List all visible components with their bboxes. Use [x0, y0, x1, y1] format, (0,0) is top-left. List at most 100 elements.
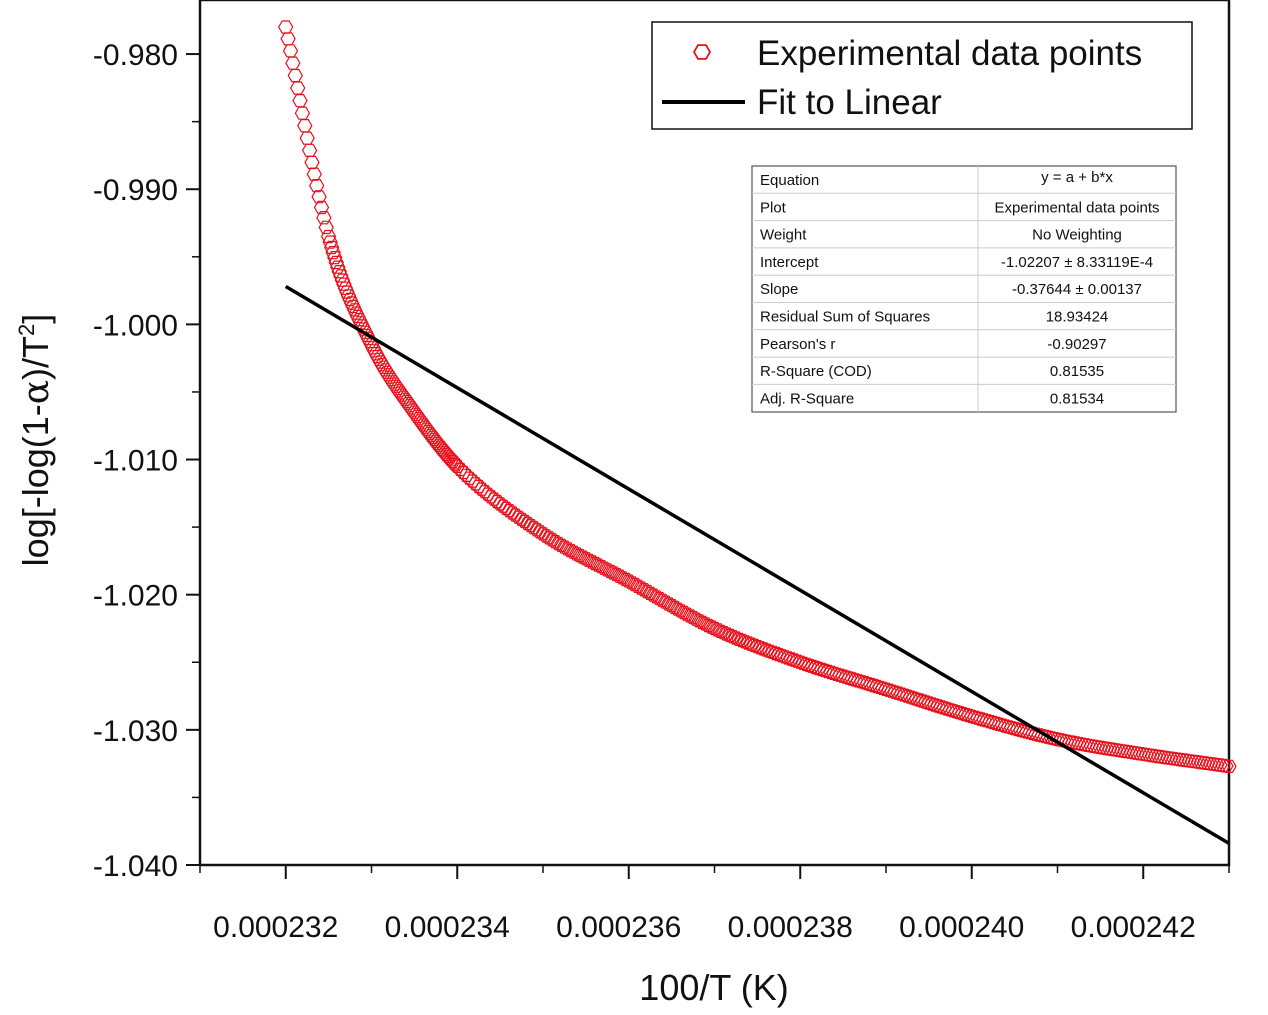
data-point — [544, 533, 560, 547]
scatter-series — [278, 20, 1237, 774]
y-tick-label: -0.990 — [93, 174, 178, 207]
data-point — [322, 235, 338, 249]
data-point — [376, 360, 392, 374]
data-point — [660, 597, 677, 611]
data-point — [489, 494, 505, 509]
data-point — [550, 536, 566, 551]
stats-label: Adj. R-Square — [760, 390, 854, 407]
data-point — [667, 600, 683, 615]
data-point — [1025, 726, 1041, 741]
data-point — [438, 447, 455, 462]
data-point — [431, 438, 447, 452]
data-point — [663, 598, 680, 613]
data-point — [1037, 729, 1053, 744]
data-point — [654, 593, 671, 608]
stats-label: Residual Sum of Squares — [760, 309, 930, 326]
data-point — [651, 591, 668, 606]
data-point — [1006, 721, 1023, 736]
data-point — [645, 588, 661, 602]
data-point — [547, 534, 563, 549]
stats-table: Equation y = a + b*x Plot Experimental data… — [751, 165, 1177, 413]
data-point — [342, 292, 358, 307]
stats-value: -1.02207 ± 8.33119E-4 — [1001, 254, 1153, 271]
legend: Experimental data points Fit to Linear — [651, 21, 1193, 130]
data-point — [343, 296, 360, 310]
data-point — [429, 436, 445, 450]
data-point — [532, 525, 548, 539]
stats-label: Pearson's r — [760, 336, 835, 353]
legend-label-experimental: Experimental data points — [757, 34, 1142, 73]
data-point — [621, 574, 637, 588]
data-point — [297, 118, 313, 133]
data-point — [526, 520, 542, 535]
data-point — [624, 576, 640, 590]
data-point — [345, 299, 361, 314]
data-point — [304, 155, 320, 170]
data-point — [316, 211, 332, 225]
x-tick-label: 0.000234 — [385, 911, 510, 944]
data-point — [371, 352, 387, 366]
data-point — [1000, 720, 1017, 734]
data-point — [498, 501, 514, 516]
data-point — [313, 200, 330, 215]
stats-value: y = a + b*x — [1041, 169, 1113, 186]
data-point — [340, 289, 357, 303]
x-axis: 0.000232 0.000234 0.000236 0.000238 0.000240… — [199, 865, 1230, 944]
stats-value: Experimental data points — [994, 199, 1159, 216]
data-point — [1046, 731, 1063, 746]
data-point — [292, 93, 308, 108]
data-point — [614, 571, 631, 585]
data-point — [495, 499, 511, 513]
data-point — [325, 246, 341, 260]
data-point — [437, 446, 453, 460]
data-point — [486, 492, 502, 506]
data-point — [673, 604, 689, 618]
data-point — [290, 81, 306, 95]
data-point — [301, 143, 318, 157]
data-point — [627, 577, 643, 592]
data-point — [541, 531, 557, 545]
data-point — [516, 514, 533, 529]
data-point — [538, 529, 554, 543]
y-tick-label: -1.000 — [93, 309, 178, 342]
stats-value: 18.93424 — [1046, 309, 1109, 326]
data-point — [434, 442, 450, 456]
data-point — [510, 510, 527, 524]
data-point — [374, 358, 390, 372]
data-point — [501, 504, 517, 518]
fit-line-series — [284, 285, 1230, 845]
x-tick-label: 0.000238 — [728, 911, 853, 944]
data-point — [1034, 729, 1050, 743]
data-point — [328, 255, 344, 270]
stats-value: 0.81535 — [1050, 363, 1104, 380]
data-point — [1221, 759, 1237, 774]
data-point — [648, 590, 664, 604]
stats-label: Slope — [760, 281, 798, 298]
stats-table-border — [751, 165, 1177, 413]
data-point — [445, 454, 461, 469]
y-tick-label: -0.980 — [93, 39, 178, 72]
data-point — [507, 508, 524, 522]
y-axis: -0.980 -0.990 -1.000 -1.010 -1.020 -1.030 -1.0… — [93, 39, 200, 883]
data-point — [636, 583, 652, 597]
legend-marker-experimental — [692, 44, 712, 60]
data-point — [309, 179, 325, 193]
stats-label: Plot — [760, 199, 787, 216]
data-point — [369, 349, 386, 364]
data-point — [1028, 727, 1044, 741]
data-point — [559, 542, 576, 556]
y-axis-title: log[-log(1-α)/T2] — [14, 314, 57, 567]
data-point — [630, 579, 646, 594]
data-point — [435, 444, 452, 458]
data-point — [1031, 728, 1047, 742]
fit-line — [284, 285, 1230, 845]
data-point — [330, 260, 346, 274]
data-point — [670, 602, 686, 616]
data-point — [997, 719, 1014, 733]
data-point — [535, 527, 551, 541]
data-point — [991, 717, 1007, 732]
y-tick-label: -1.030 — [93, 715, 178, 748]
data-point — [311, 190, 327, 204]
data-point — [618, 572, 634, 587]
x-axis-title: 100/T (K) — [639, 967, 788, 1008]
